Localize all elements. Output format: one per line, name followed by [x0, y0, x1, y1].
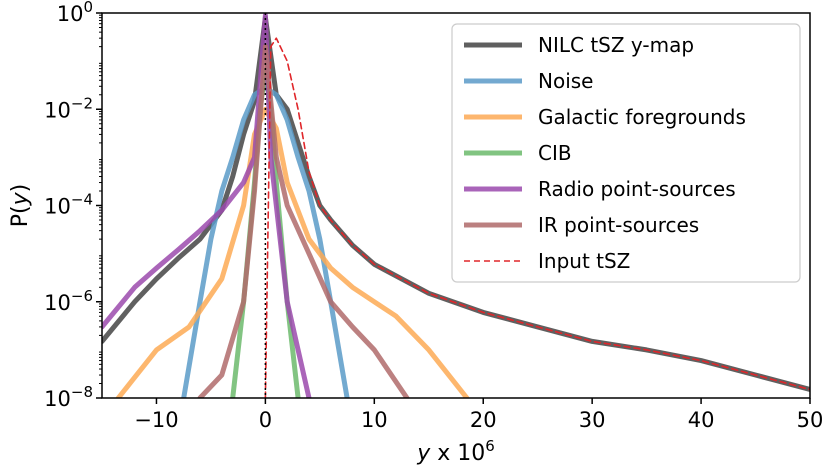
legend-label: CIB — [538, 141, 572, 165]
series-line-nilc-tsz-y-map — [102, 15, 810, 392]
legend-label: Input tSZ — [538, 249, 630, 273]
x-axis-label: y x 106 — [416, 437, 495, 466]
legend-label: Noise — [538, 69, 593, 93]
y-tick-label: 10−4 — [44, 191, 93, 219]
x-tick-label: 20 — [470, 408, 497, 432]
series-line-ir-point-sources — [197, 44, 410, 398]
x-tick-label: 10 — [361, 408, 388, 432]
x-tick-label: 30 — [579, 408, 606, 432]
x-tick-label: 0 — [259, 408, 272, 432]
legend-box — [451, 23, 801, 283]
legend-label: IR point-sources — [538, 213, 699, 237]
legend-label: NILC tSZ y-map — [538, 33, 694, 57]
y-axis: 10−8 10−6 10−4 10−2 100 — [44, 0, 102, 411]
x-tick-label: 50 — [797, 408, 824, 432]
legend: NILC tSZ y-map Noise Galactic foregrounds C… — [451, 23, 801, 283]
y-tick-label: 10−8 — [44, 383, 93, 411]
y-tick-label: 100 — [57, 0, 93, 26]
series-line-input-tsz — [264, 37, 810, 398]
legend-label: Radio point-sources — [538, 177, 736, 201]
x-axis-label-var: y — [416, 441, 431, 466]
x-tick-label: −10 — [134, 408, 178, 432]
series-line-galactic-foregrounds — [115, 106, 470, 398]
legend-label: Galactic foregrounds — [538, 105, 746, 129]
y-tick-label: 10−2 — [44, 94, 93, 122]
y-tick-label: 10−6 — [44, 287, 93, 315]
series-line-radio-point-sources — [102, 13, 312, 398]
series-layer — [102, 13, 810, 398]
x-tick-label: 40 — [688, 408, 715, 432]
x-axis-label-exp: 6 — [485, 437, 495, 455]
x-axis-label-mult: x 10 — [430, 441, 485, 466]
y-axis-label: P(y) — [8, 184, 33, 227]
x-axis: −10 0 10 20 30 40 50 — [134, 398, 823, 432]
